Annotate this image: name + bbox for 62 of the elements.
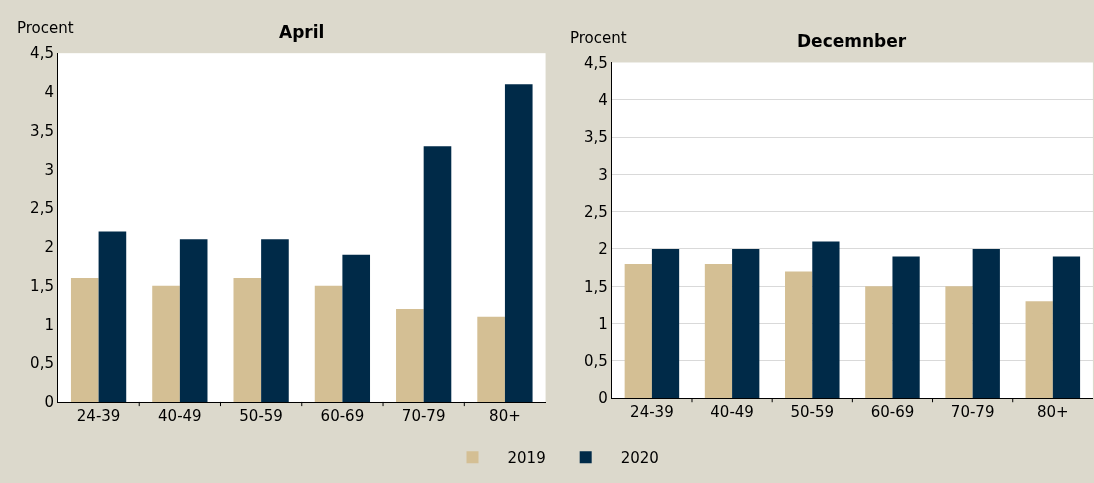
y-axis-title: Procent <box>570 29 627 47</box>
bar <box>70 277 99 402</box>
bar <box>261 239 289 402</box>
bar <box>423 146 452 402</box>
bar <box>1025 301 1053 399</box>
bar <box>651 248 680 399</box>
bar <box>945 286 973 399</box>
legend-label: 2019 <box>507 449 546 468</box>
y-tick-label: 0,5 <box>583 352 608 371</box>
legend-label: 2020 <box>620 449 659 468</box>
bar <box>732 248 760 399</box>
y-tick-label: 2 <box>598 240 608 259</box>
bar <box>624 263 652 399</box>
y-tick-label: 3 <box>44 160 54 179</box>
bar <box>785 271 813 399</box>
x-tick-label: 80+ <box>489 406 521 425</box>
y-tick-label: 1,5 <box>30 276 54 295</box>
bar <box>704 263 733 399</box>
y-tick-label: 0 <box>598 389 608 408</box>
y-tick-label: 1 <box>598 314 608 333</box>
bar <box>812 241 840 399</box>
bar <box>892 256 920 399</box>
y-tick-label: 4 <box>44 83 54 102</box>
y-tick-label: 4,5 <box>583 53 608 72</box>
x-tick-label: 40-49 <box>158 406 202 425</box>
x-tick-label: 50-59 <box>239 406 283 425</box>
y-tick-label: 1 <box>44 315 54 334</box>
y-tick-label: 2,5 <box>30 199 54 218</box>
bar <box>314 285 343 402</box>
bar <box>152 285 180 402</box>
x-tick-label: 70-79 <box>950 403 995 422</box>
bar <box>179 239 208 402</box>
chart-title: April <box>279 22 325 42</box>
y-tick-label: 0,5 <box>30 354 54 373</box>
y-tick-label: 1,5 <box>583 277 608 296</box>
y-tick-label: 3 <box>598 165 608 184</box>
x-tick-label: 40-49 <box>710 403 754 422</box>
bar <box>342 254 371 402</box>
y-axis-title: Procent <box>17 19 74 37</box>
bar <box>1052 256 1081 399</box>
bar <box>396 308 424 402</box>
x-tick-label: 50-59 <box>790 403 835 422</box>
x-tick-label: 24-39 <box>630 403 674 422</box>
y-tick-label: 2,5 <box>583 202 608 221</box>
chart-title: Decemnber <box>797 31 907 51</box>
y-tick-label: 2 <box>44 238 54 257</box>
y-tick-label: 3,5 <box>583 128 608 147</box>
bar <box>477 316 505 402</box>
x-tick-label: 60-69 <box>320 406 365 425</box>
x-tick-label: 80+ <box>1037 403 1069 422</box>
x-tick-label: 70-79 <box>401 406 446 425</box>
bar <box>972 248 1000 399</box>
y-tick-label: 3,5 <box>30 121 54 140</box>
x-tick-label: 60-69 <box>870 403 915 422</box>
bar <box>233 277 262 402</box>
bar <box>504 84 533 402</box>
y-tick-label: 4 <box>598 91 608 110</box>
bar <box>865 286 893 399</box>
y-tick-label: 0 <box>44 393 54 412</box>
bar <box>98 231 127 402</box>
x-tick-label: 24-39 <box>76 406 121 425</box>
y-tick-label: 4,5 <box>30 44 54 63</box>
